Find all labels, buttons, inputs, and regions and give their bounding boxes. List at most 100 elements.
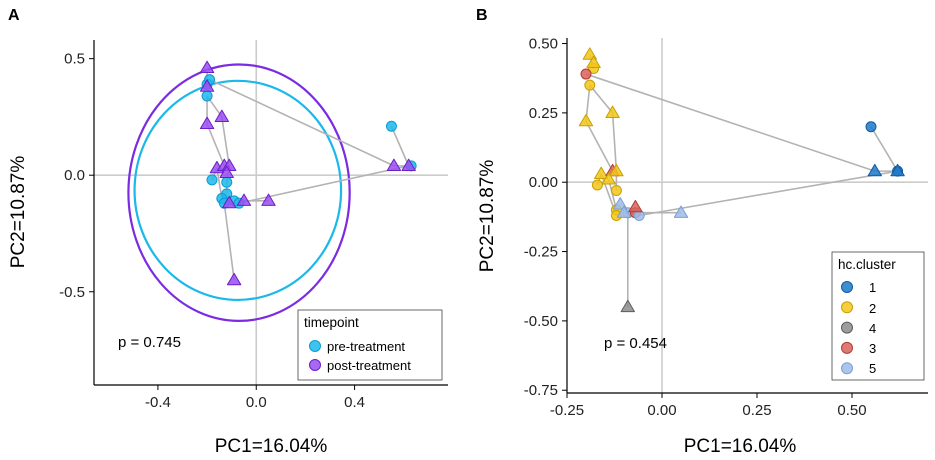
point-triangle [222, 195, 237, 209]
point-triangle [261, 193, 276, 206]
panel-a-x-axis-title: PC1=16.04% [215, 436, 328, 457]
point-triangle [219, 165, 234, 178]
panel-a-legend-label-post: post-treatment [327, 358, 411, 373]
panel-b-legend-label-4: 4 [869, 321, 876, 336]
point-triangle [594, 166, 609, 179]
panel-b-y-ticks: -0.75 -0.50 -0.25 0.00 0.25 0.50 [524, 36, 567, 399]
x-tick-label: 0.25 [742, 402, 771, 419]
panel-b-gridlines [567, 38, 928, 393]
panel-a-legend-box [297, 309, 443, 381]
panel-b-legend-label-5: 5 [869, 361, 876, 376]
panel-b-points [578, 47, 905, 313]
legend-key-pre-treatment [309, 340, 321, 352]
y-tick-label: -0.25 [524, 244, 558, 261]
point-triangle [386, 158, 402, 171]
panel-a-label: A [8, 7, 20, 24]
y-tick-label: 0.00 [529, 174, 558, 191]
link-line [221, 116, 230, 166]
panel-a-links [206, 67, 412, 281]
panel-a-gridlines [94, 40, 448, 385]
panel-a-legend: timepoint pre-treatment post-treatment [297, 309, 443, 381]
y-tick-label: 0.50 [529, 36, 558, 53]
panel-a-ellipses [127, 63, 351, 322]
panel-a: A -0.4 0.0 0.4 -0.5 0.0 0.5 PC1=16.04% PC2=1… [8, 7, 448, 457]
y-tick-label: 0.5 [64, 51, 85, 68]
link-line [639, 170, 898, 217]
point-circle [865, 121, 877, 133]
link-line [585, 73, 876, 172]
y-tick-label: -0.75 [524, 382, 558, 399]
point-triangle [236, 193, 252, 206]
ellipse-post-treatment [127, 63, 351, 322]
legend-key-3 [841, 341, 853, 354]
panel-b-legend-title: hc.cluster [838, 257, 896, 272]
point-circle [591, 179, 603, 191]
point-triangle [199, 79, 215, 92]
point-circle [610, 185, 622, 197]
y-tick-label: -0.50 [524, 313, 558, 330]
legend-key-2 [841, 301, 853, 314]
point-triangle [605, 105, 620, 118]
y-tick-label: 0.25 [529, 105, 558, 122]
legend-key-1 [841, 281, 853, 293]
panel-b-legend-label-2: 2 [869, 301, 876, 316]
link-line [390, 125, 410, 167]
x-tick-label: 0.4 [344, 394, 365, 411]
panel-a-y-ticks: -0.5 0.0 0.5 [59, 51, 94, 301]
panel-b: B -0.25 0.00 0.25 0.50 -0.75 -0.50 -0.25 0.00 0… [476, 7, 928, 457]
point-triangle [890, 163, 905, 177]
panel-a-y-axis-title: PC2=10.87% [8, 156, 29, 269]
point-triangle [401, 158, 416, 171]
point-triangle [226, 272, 242, 286]
y-tick-label: -0.5 [59, 284, 85, 301]
link-line [209, 78, 395, 167]
link-line [870, 126, 899, 172]
point-triangle [199, 116, 215, 130]
panel-b-legend-label-3: 3 [869, 341, 876, 356]
link-line [223, 203, 235, 281]
x-tick-label: 0.0 [246, 394, 267, 411]
link-line [611, 112, 618, 172]
point-triangle [214, 109, 230, 123]
panel-b-legend-label-1: 1 [869, 280, 876, 295]
panel-b-legend: hc.cluster 1 2 4 3 5 [831, 251, 925, 381]
link-line [585, 120, 614, 172]
point-triangle [673, 205, 689, 218]
point-triangle [620, 299, 635, 313]
panel-b-y-axis-title: PC2=10.87% [477, 160, 498, 273]
x-tick-label: 0.50 [837, 402, 866, 419]
legend-key-5 [841, 362, 853, 375]
panel-b-p-value: p = 0.454 [604, 335, 667, 352]
point-triangle [628, 199, 643, 213]
y-tick-label: 0.0 [64, 167, 85, 184]
panel-b-legend-box [831, 251, 925, 381]
panel-a-legend-label-pre: pre-treatment [327, 339, 405, 354]
point-triangle [601, 172, 616, 185]
panel-b-x-ticks: -0.25 0.00 0.25 0.50 [550, 393, 867, 419]
link-line [589, 84, 614, 114]
panel-a-x-ticks: -0.4 0.0 0.4 [145, 385, 365, 411]
point-triangle [616, 205, 632, 218]
panel-b-x-axis-title: PC1=16.04% [684, 436, 797, 457]
panel-a-legend-title: timepoint [304, 315, 359, 330]
point-triangle [199, 60, 215, 74]
ellipse-pre-treatment [133, 79, 343, 302]
point-triangle [609, 163, 624, 177]
legend-key-post-treatment [309, 359, 321, 371]
point-circle [385, 120, 397, 132]
panel-a-points [199, 60, 417, 286]
point-circle [221, 176, 233, 188]
link-line [206, 123, 226, 167]
panel-a-p-value: p = 0.745 [118, 334, 181, 351]
point-triangle [578, 113, 594, 127]
panel-b-links [585, 54, 899, 308]
legend-key-4 [841, 321, 853, 334]
point-circle [580, 68, 592, 80]
link-line [238, 165, 409, 204]
x-tick-label: -0.4 [145, 394, 171, 411]
panel-b-legend-keys [841, 281, 853, 375]
point-circle [201, 90, 213, 102]
x-tick-label: -0.25 [550, 402, 584, 419]
panel-a-legend-keys [309, 340, 321, 371]
